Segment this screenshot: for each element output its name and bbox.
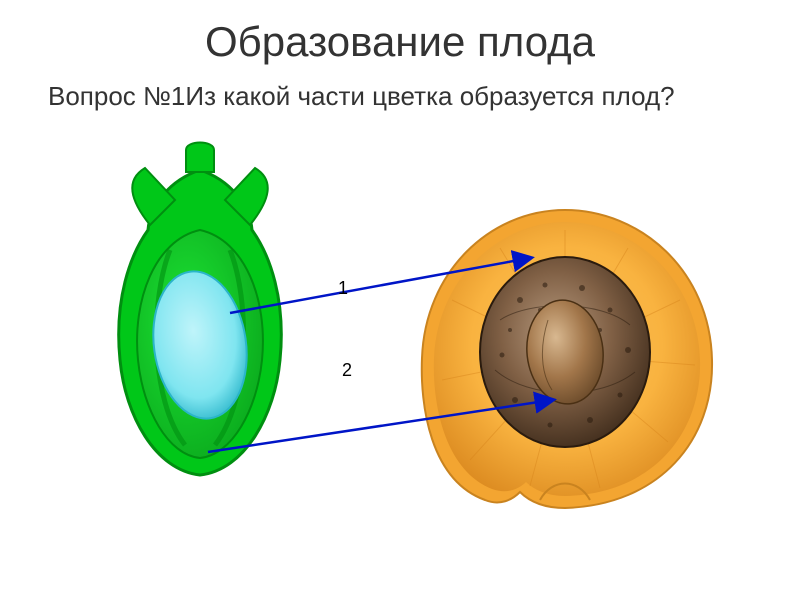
fruit-illustration xyxy=(422,210,712,508)
label-1: 1 xyxy=(338,278,348,299)
label-2: 2 xyxy=(342,360,352,381)
diagram xyxy=(0,0,800,600)
slide: Образование плода Вопрос №1Из какой част… xyxy=(0,0,800,600)
